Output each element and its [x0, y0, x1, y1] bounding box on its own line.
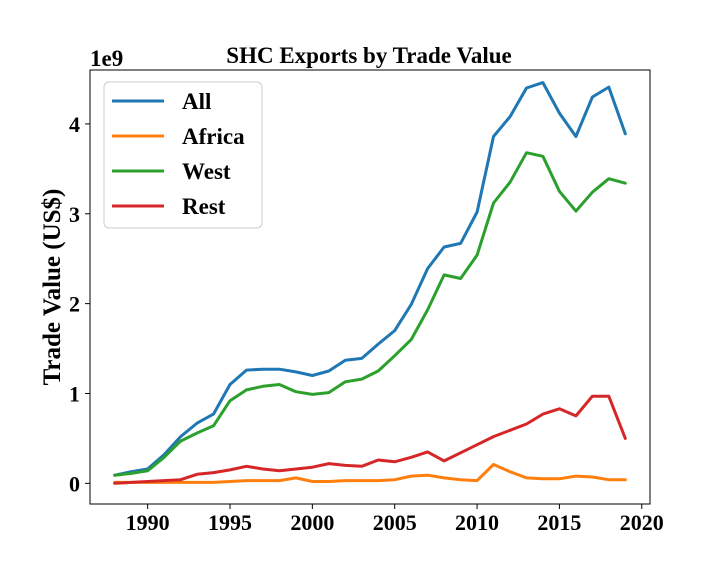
legend-label-rest: Rest: [182, 194, 226, 219]
legend-label-all: All: [182, 89, 211, 114]
y-tick-label: 0: [69, 471, 80, 496]
x-tick-label: 2015: [537, 510, 581, 535]
series-line-all: [113, 81, 627, 477]
y-tick-label: 3: [69, 202, 80, 227]
axis-ticks: 1990 1995 2000 2005 2010 2015 2020 0 1 2 3 4: [69, 112, 664, 535]
series-line-west: [113, 151, 627, 477]
plot-area: [89, 69, 651, 505]
series-line-africa: [113, 463, 627, 484]
legend-box: [103, 81, 263, 229]
series-lines: [113, 81, 627, 485]
x-tick-label: 2005: [373, 510, 417, 535]
legend-label-africa: Africa: [182, 124, 245, 149]
x-tick-label: 1995: [208, 510, 252, 535]
x-tick-label: 2020: [620, 510, 664, 535]
y-tick-label: 4: [69, 112, 80, 137]
x-tick-label: 1990: [126, 510, 170, 535]
y-offset-label: 1e9: [90, 46, 123, 71]
chart-title: SHC Exports by Trade Value: [226, 43, 511, 68]
legend-label-west: West: [182, 159, 231, 184]
x-tick-label: 2000: [290, 510, 334, 535]
series-line-rest: [113, 394, 627, 485]
y-axis-label: Trade Value (US$): [39, 189, 66, 386]
y-tick-label: 2: [69, 292, 80, 317]
legend: All Africa West Rest: [103, 81, 263, 229]
y-tick-label: 1: [69, 381, 80, 406]
x-tick-label: 2010: [455, 510, 499, 535]
